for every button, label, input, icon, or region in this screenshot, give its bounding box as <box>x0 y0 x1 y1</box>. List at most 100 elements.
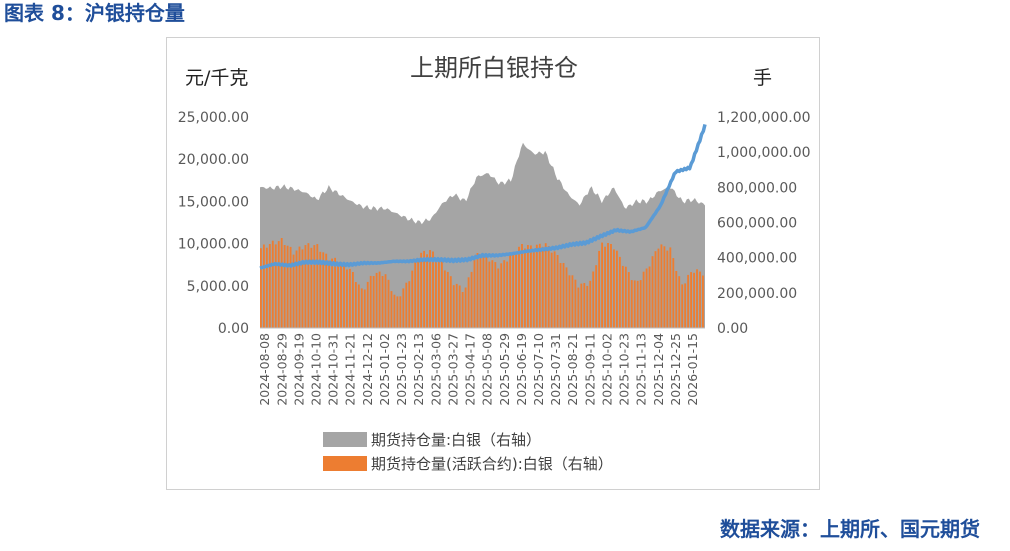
active-oi-bar <box>354 282 357 328</box>
active-oi-bar <box>639 280 642 328</box>
active-oi-bar <box>277 241 280 328</box>
x-tick-label: 2025-08-21 <box>565 333 580 406</box>
active-oi-bar <box>532 249 535 328</box>
active-oi-bar <box>687 274 690 328</box>
active-oi-bar <box>337 263 339 328</box>
active-oi-bar <box>681 284 684 328</box>
active-oi-bar <box>414 262 417 328</box>
active-oi-bar <box>351 272 354 328</box>
active-oi-bar <box>316 244 319 328</box>
active-oi-bar <box>325 253 328 328</box>
active-oi-bar <box>438 258 440 328</box>
x-tick-label: 2025-02-13 <box>411 333 426 406</box>
active-oi-bar <box>286 245 289 328</box>
active-oi-bar <box>452 285 455 328</box>
active-oi-bar <box>562 263 565 328</box>
active-oi-bar <box>473 258 476 328</box>
left-tick-label: 25,000.00 <box>178 110 249 126</box>
active-oi-bar <box>616 250 618 328</box>
legend-label: 期货持仓量:白银（右轴） <box>371 431 541 449</box>
active-oi-bar <box>369 275 372 328</box>
x-tick-label: 2024-08-29 <box>274 333 289 406</box>
right-tick-label: 1,000,000.00 <box>717 145 811 161</box>
active-oi-bar <box>295 250 298 328</box>
x-tick-label: 2024-10-31 <box>326 333 341 406</box>
active-oi-bar <box>390 291 393 328</box>
left-tick-label: 15,000.00 <box>178 194 249 210</box>
active-oi-bar <box>310 247 313 328</box>
active-oi-bar <box>366 281 369 328</box>
active-oi-bar <box>360 288 363 328</box>
active-oi-bar <box>586 285 589 328</box>
active-oi-bar <box>268 244 271 328</box>
active-oi-bar <box>313 245 316 328</box>
x-tick-label: 2025-06-19 <box>514 333 529 406</box>
active-oi-bar <box>331 258 334 328</box>
active-oi-bar <box>304 245 307 328</box>
active-oi-bar <box>538 243 541 328</box>
x-tick-label: 2025-11-13 <box>634 333 649 406</box>
right-axis-ticks: 0.00 200,000.00 400,000.00 600,000.00 800,00… <box>717 110 811 337</box>
x-tick-label: 2024-10-10 <box>309 333 324 406</box>
active-oi-bar <box>621 265 624 328</box>
legend-swatch <box>323 456 367 471</box>
active-oi-bar <box>280 238 283 328</box>
chart-svg: 上期所白银持仓 元/千克 手 0.00 5,000.00 10,000.00 15,0… <box>178 54 811 473</box>
chart-panel: 上期所白银持仓 元/千克 手 0.00 5,000.00 10,000.00 15,0… <box>166 37 820 490</box>
active-oi-bar <box>384 274 387 328</box>
active-oi-bar <box>429 250 431 328</box>
legend-swatch <box>323 432 367 447</box>
active-oi-bar <box>301 249 304 328</box>
active-oi-bar <box>292 254 295 328</box>
active-oi-bar <box>420 252 423 328</box>
active-oi-bar <box>497 268 500 328</box>
active-oi-bar <box>601 242 604 328</box>
plot-area <box>259 123 707 329</box>
active-oi-bar <box>589 280 592 328</box>
active-oi-bar <box>357 284 360 328</box>
active-oi-bar <box>642 271 645 328</box>
active-oi-bar <box>402 288 405 328</box>
active-oi-bar <box>467 277 470 328</box>
active-oi-bar <box>322 252 325 328</box>
right-tick-label: 800,000.00 <box>717 180 797 196</box>
figure-title: 图表 8：沪银持仓量 <box>4 1 185 25</box>
active-oi-bar <box>485 255 488 328</box>
active-oi-bar <box>595 265 598 328</box>
active-oi-bar <box>580 283 583 328</box>
active-oi-bar <box>613 249 615 328</box>
active-oi-bar <box>479 258 482 328</box>
legend: 期货持仓量:白银（右轴） 期货持仓量(活跃合约):白银（右轴） <box>323 431 613 473</box>
active-oi-bar <box>607 243 609 328</box>
right-tick-label: 1,200,000.00 <box>717 110 811 126</box>
active-oi-bar <box>702 275 704 328</box>
active-oi-bar <box>260 248 262 328</box>
active-oi-bar <box>363 289 366 328</box>
active-oi-bar <box>527 245 529 328</box>
active-oi-bar <box>559 263 562 328</box>
active-oi-bar <box>396 296 399 328</box>
x-tick-label: 2025-12-25 <box>668 333 683 406</box>
active-oi-bar <box>443 270 446 328</box>
active-oi-bar <box>328 260 331 328</box>
active-oi-bar <box>636 280 639 328</box>
active-oi-bar <box>343 262 345 328</box>
legend-label: 期货持仓量(活跃合约):白银（右轴） <box>371 455 613 473</box>
active-oi-bar <box>669 247 672 328</box>
active-oi-bar <box>571 275 574 328</box>
active-oi-bar <box>476 253 479 328</box>
right-axis-unit: 手 <box>753 67 772 89</box>
left-tick-label: 5,000.00 <box>187 279 249 295</box>
active-oi-bar <box>399 296 402 328</box>
active-oi-bar <box>458 285 461 328</box>
active-oi-bar <box>417 259 420 328</box>
x-axis-ticks: 2024-08-08 2024-08-29 2024-09-19 2024-10-10… <box>257 333 700 406</box>
right-tick-label: 200,000.00 <box>717 286 797 302</box>
active-oi-bar <box>663 246 666 328</box>
series-line-left <box>259 123 707 270</box>
active-oi-bar <box>494 262 497 328</box>
active-oi-bar <box>666 250 669 328</box>
active-oi-bar <box>651 256 654 328</box>
active-oi-bar <box>307 243 310 328</box>
x-tick-label: 2025-03-27 <box>445 333 460 406</box>
